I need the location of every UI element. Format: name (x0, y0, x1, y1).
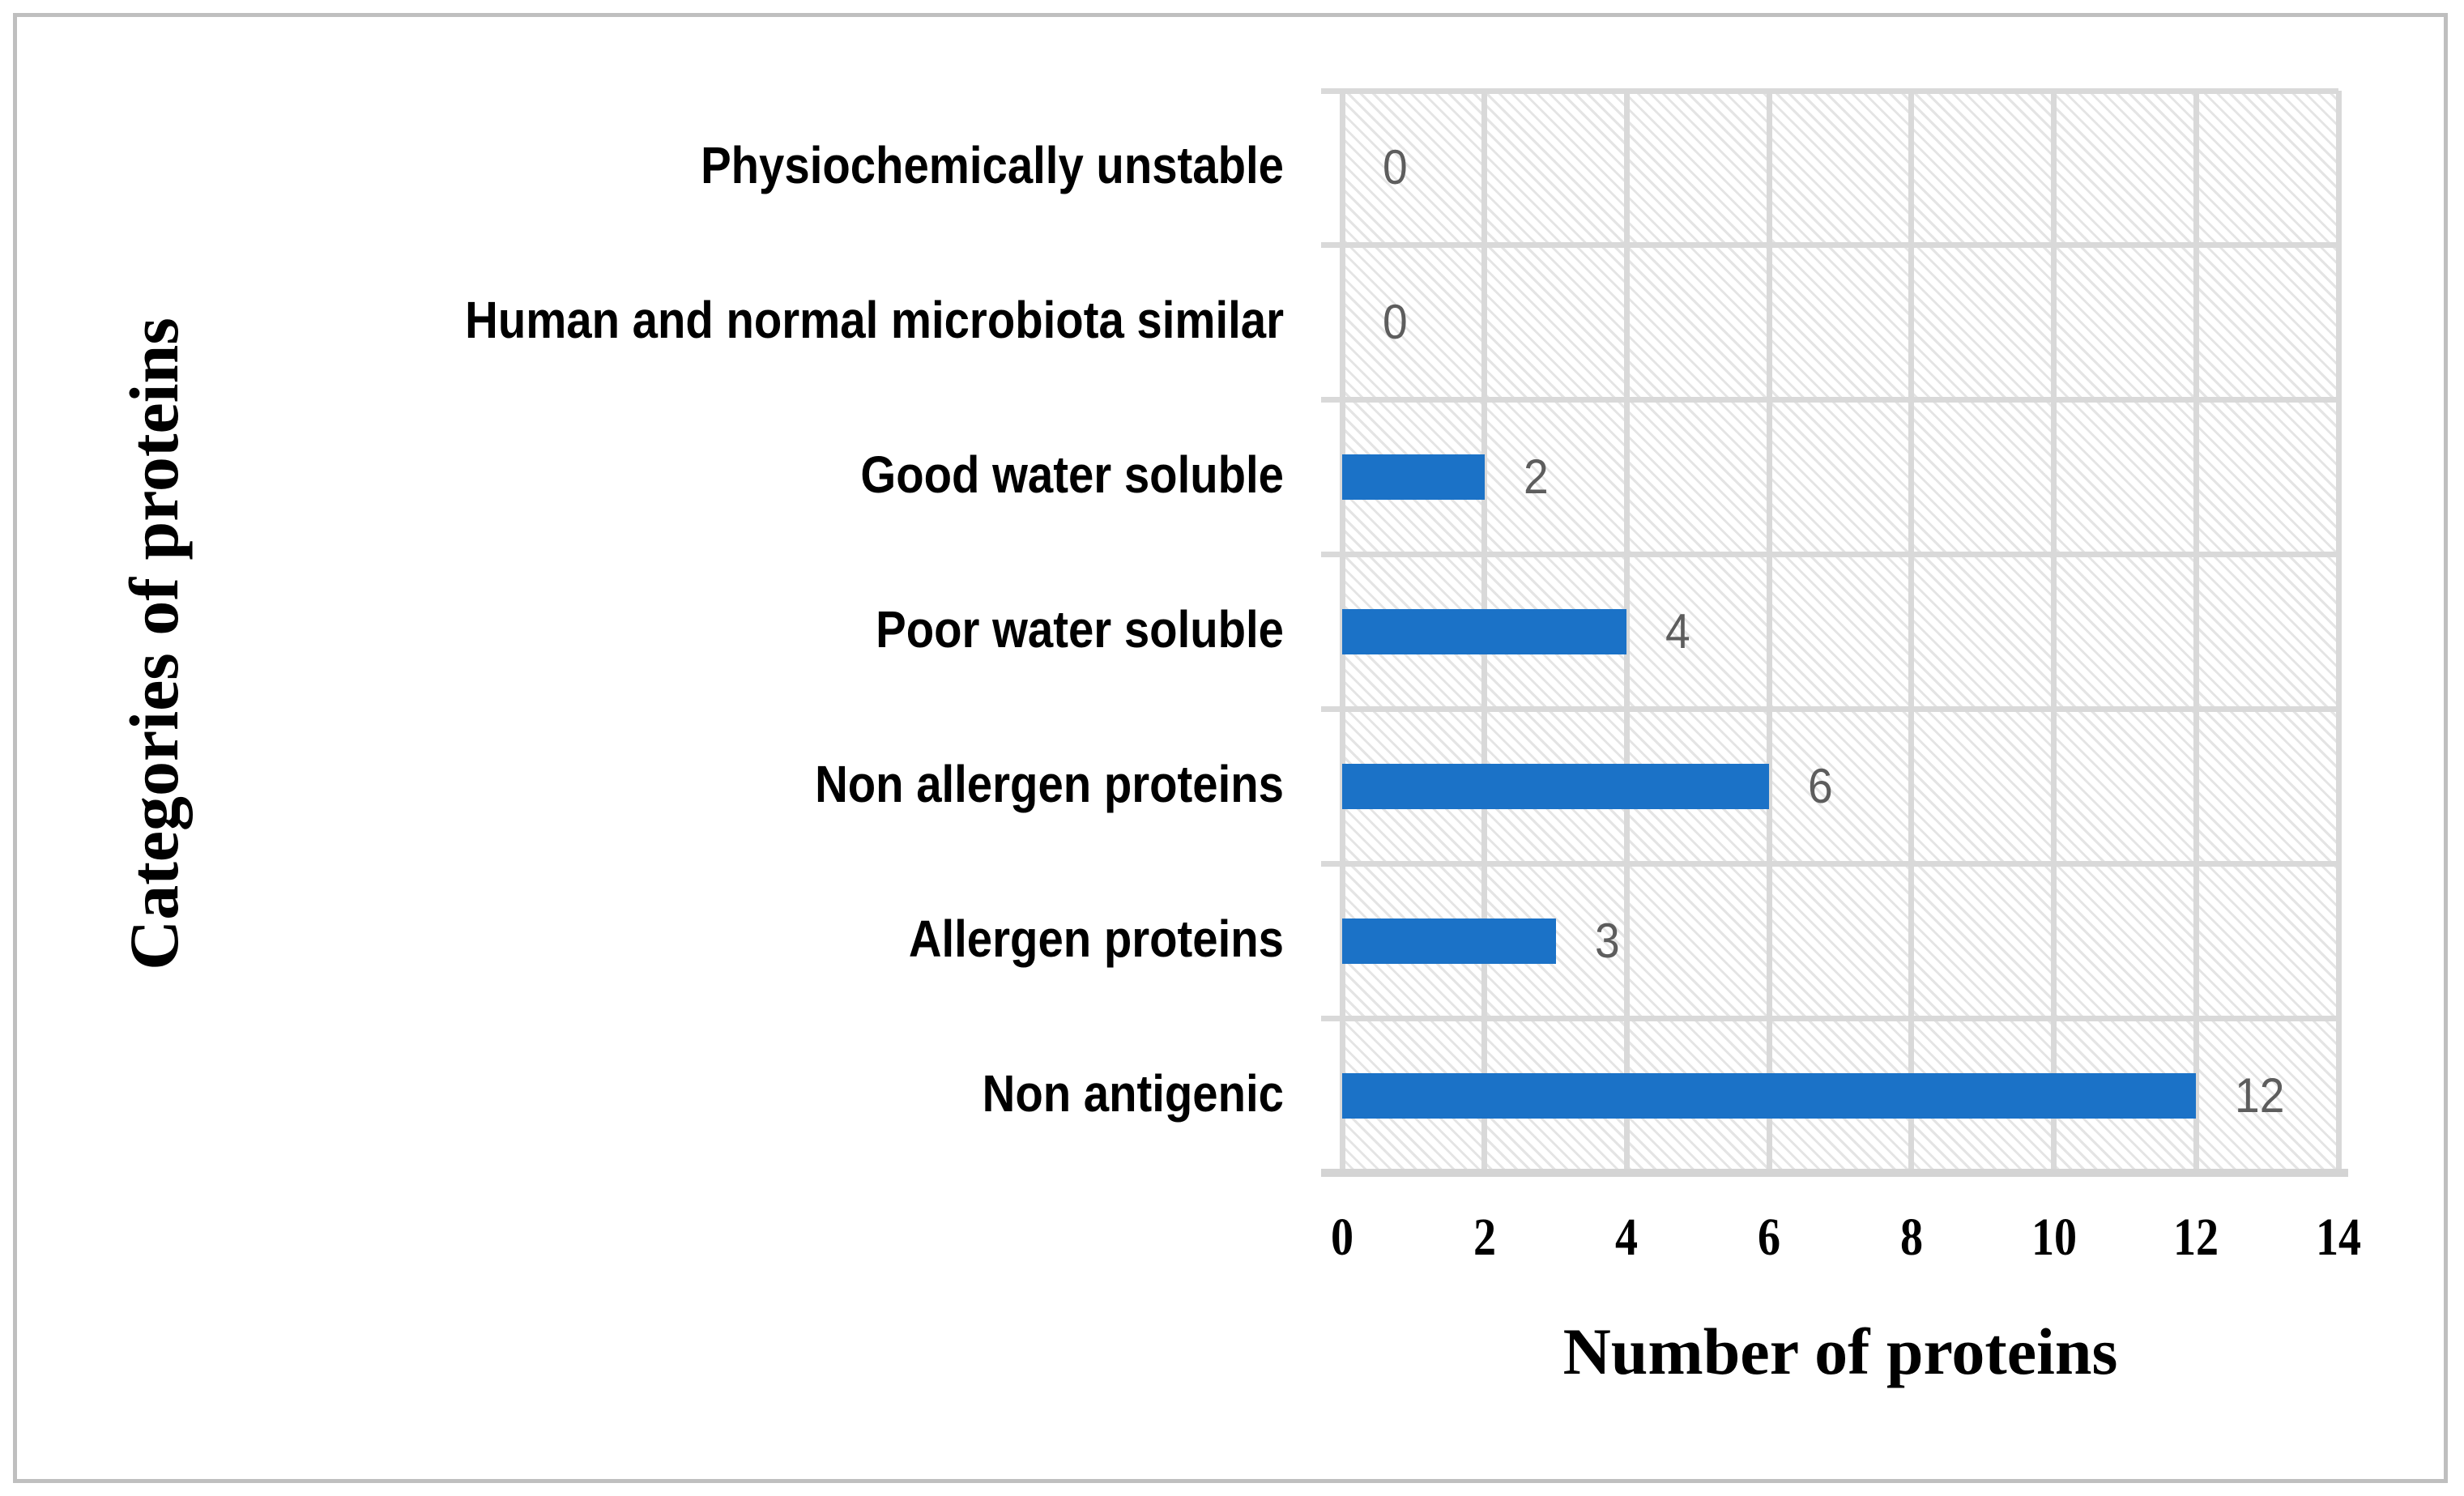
x-axis-title: Number of proteins (1562, 1315, 2118, 1388)
value-label: 6 (1808, 758, 1833, 813)
x-tick-label: 12 (2173, 1208, 2219, 1267)
gridline-horizontal (1321, 87, 2338, 94)
gridline-vertical (2193, 91, 2199, 1173)
x-tick-label: 10 (2031, 1208, 2077, 1267)
gridline-horizontal (1321, 552, 2338, 558)
gridline-vertical (2051, 91, 2057, 1173)
bar (1342, 918, 1556, 964)
x-tick-label: 4 (1615, 1208, 1639, 1267)
category-label: Non antigenic (982, 1063, 1284, 1123)
bar (1342, 763, 1770, 809)
category-label: Non allergen proteins (815, 754, 1284, 813)
x-tick-label: 6 (1758, 1208, 1781, 1267)
gridline-horizontal (1321, 860, 2338, 867)
value-label: 2 (1523, 450, 1549, 505)
gridline-horizontal (1321, 397, 2338, 403)
category-label: Good water soluble (860, 445, 1284, 505)
plot-area: 0 0 2 4 6 3 12 (1321, 87, 2348, 1177)
category-label: Human and normal microbiota similar (465, 291, 1284, 350)
category-label: Physiochemically unstable (701, 136, 1284, 195)
category-label: Allergen proteins (908, 909, 1284, 968)
x-tick-label: 8 (1899, 1208, 1923, 1267)
bar (1342, 454, 1485, 501)
gridline-horizontal (1321, 1015, 2338, 1021)
gridline-vertical (1766, 91, 1772, 1173)
category-label: Poor water soluble (876, 600, 1284, 658)
x-tick-label: 0 (1330, 1208, 1354, 1267)
value-label: 0 (1383, 140, 1408, 195)
gridline-vertical (2335, 91, 2342, 1173)
value-label: 0 (1383, 295, 1408, 350)
gridline-vertical (1623, 91, 1630, 1173)
bar (1342, 1072, 2197, 1119)
gridline-vertical (1908, 91, 1915, 1173)
bar (1342, 609, 1627, 654)
gridline-horizontal (1321, 242, 2338, 249)
x-axis-line (1321, 1169, 2348, 1177)
value-label: 12 (2235, 1068, 2285, 1123)
value-label: 3 (1594, 913, 1620, 968)
value-label: 4 (1665, 604, 1691, 658)
x-tick-label: 2 (1473, 1208, 1496, 1267)
x-tick-label: 14 (2315, 1208, 2362, 1267)
gridline-horizontal (1321, 705, 2338, 712)
